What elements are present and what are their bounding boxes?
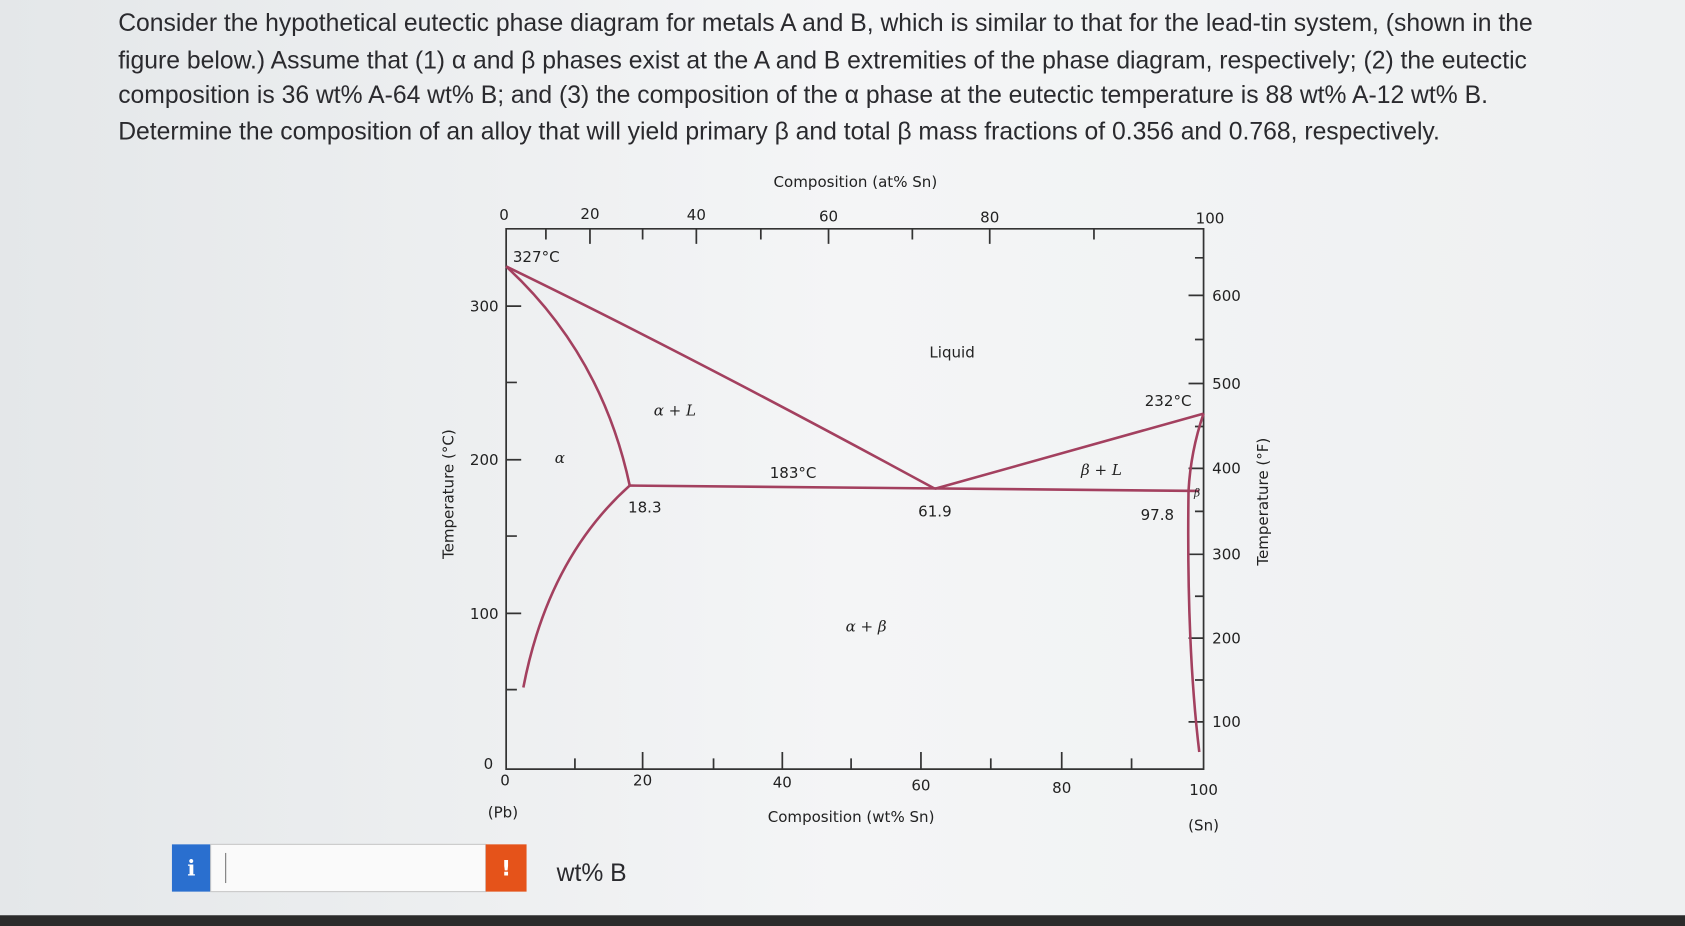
region-label: α [555, 449, 565, 467]
tick-label: 40 [687, 206, 706, 224]
answer-input[interactable] [210, 843, 487, 893]
point-label: 61.9 [918, 503, 951, 521]
unit-label: wt% B [556, 860, 627, 887]
info-button[interactable] [171, 844, 211, 892]
tick-label: 100 [1196, 209, 1225, 227]
tick-label: 100 [1212, 713, 1241, 731]
phase-diagram: Composition (at% Sn) 0 20 40 60 80 100 T… [439, 173, 1272, 834]
axis-title: Composition (at% Sn) [774, 173, 938, 191]
eutectic-line [629, 484, 1200, 493]
question-line: composition is 36 wt% A-64 wt% B; and (3… [118, 82, 1488, 109]
tick-label: 20 [580, 205, 599, 223]
tick-label: 20 [633, 771, 652, 789]
end-label: (Pb) [488, 804, 518, 822]
axis-title: Temperature (°F) [1254, 438, 1272, 567]
question: Consider the hypothetical eutectic phase… [118, 10, 1533, 145]
point-label: 183°C [770, 464, 817, 482]
tick-marks [506, 228, 1204, 770]
solvus-beta [1186, 413, 1205, 753]
region-label: Liquid [929, 344, 974, 362]
region-label: α + L [654, 402, 696, 420]
plot-frame [505, 227, 1205, 771]
region-label: β [1193, 486, 1200, 499]
liquidus-left [505, 265, 936, 490]
axis-title: Temperature (°C) [439, 429, 457, 560]
tick-label: 300 [470, 298, 499, 316]
error-icon: ! [501, 857, 511, 882]
answer-row: i ! wt% B [171, 843, 627, 893]
solidus-alpha [505, 265, 631, 486]
solvus-alpha [522, 484, 631, 688]
screen-edge [0, 915, 1685, 926]
tick-label: 200 [470, 451, 499, 469]
tick-label: 500 [1212, 375, 1241, 393]
question-line: Consider the hypothetical eutectic phase… [118, 10, 1533, 37]
tick-label: 60 [819, 207, 838, 225]
tick-label: 40 [773, 773, 792, 791]
tick-label: 300 [1212, 546, 1241, 564]
question-line: figure below.) Assume that (1) α and β p… [118, 48, 1527, 75]
tick-label: 600 [1212, 287, 1241, 305]
tick-label: 60 [911, 777, 930, 795]
tick-label: 0 [499, 206, 509, 224]
region-label: β + L [1080, 461, 1122, 479]
liquidus-right [934, 412, 1204, 491]
axis-title: Composition (wt% Sn) [768, 808, 935, 826]
tick-label: 80 [980, 208, 999, 226]
end-label: (Sn) [1188, 816, 1219, 834]
point-label: 327°C [513, 248, 560, 266]
question-line: Determine the composition of an alloy th… [118, 119, 1440, 146]
info-icon: i [187, 857, 195, 882]
tick-label: 80 [1052, 779, 1071, 797]
point-label: 97.8 [1141, 506, 1174, 524]
tick-label: 400 [1212, 460, 1241, 478]
region-label: α + β [846, 618, 887, 636]
error-badge [485, 844, 527, 892]
tick-label: 200 [1212, 629, 1241, 647]
tick-label: 100 [470, 605, 499, 623]
point-label: 18.3 [628, 498, 661, 516]
point-label: 232°C [1145, 392, 1192, 410]
tick-label: 0 [500, 771, 510, 789]
tick-label: 0 [484, 755, 494, 773]
tick-label: 100 [1189, 781, 1218, 799]
